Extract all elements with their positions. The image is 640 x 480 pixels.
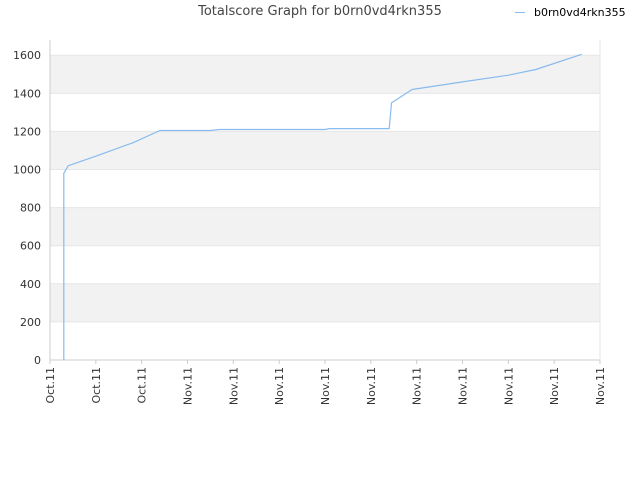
grid-band xyxy=(50,207,600,246)
y-tick-label: 1200 xyxy=(13,125,41,138)
y-tick-label: 1400 xyxy=(13,87,41,100)
grid-band xyxy=(50,55,600,94)
chart-title: Totalscore Graph for b0rn0vd4rkn355 xyxy=(198,4,442,19)
x-tick-label: Nov.11 xyxy=(594,367,607,405)
x-tick-label: Nov.11 xyxy=(502,367,515,405)
x-tick-label: Nov.11 xyxy=(365,367,378,405)
x-tick-label: Nov.11 xyxy=(182,367,195,405)
legend-label: b0rn0vd4rkn355 xyxy=(534,6,626,19)
x-tick-label: Oct.11 xyxy=(136,367,149,404)
y-tick-labels: 0 200 400 600 800 1000 1200 1400 1600 xyxy=(13,49,41,367)
x-tick-label: Nov.11 xyxy=(273,367,286,405)
axes xyxy=(49,40,601,364)
legend-swatch xyxy=(515,12,525,13)
legend: b0rn0vd4rkn355 xyxy=(515,6,626,19)
y-tick-label: 800 xyxy=(20,202,41,215)
grid-bands xyxy=(50,55,600,322)
grid-band xyxy=(50,131,600,170)
x-tick-label: Nov.11 xyxy=(548,367,561,405)
x-tick-label: Oct.11 xyxy=(90,367,103,404)
series-lines xyxy=(63,53,582,360)
y-tick-label: 1600 xyxy=(13,49,41,62)
y-tick-label: 600 xyxy=(20,240,41,253)
y-tick-label: 400 xyxy=(20,278,41,291)
x-tick-label: Nov.11 xyxy=(227,367,240,405)
y-tick-label: 200 xyxy=(20,316,41,329)
x-tick-label: Oct.11 xyxy=(44,367,57,404)
grid-band xyxy=(50,283,600,322)
y-tick-label: 0 xyxy=(34,354,41,367)
y-tick-label: 1000 xyxy=(13,164,41,177)
x-tick-label: Nov.11 xyxy=(411,367,424,405)
series-line-b0rn0vd4rkn355 xyxy=(63,53,582,360)
x-tick-labels: Oct.11 Oct.11 Oct.11 Nov.11 Nov.11 Nov.11 Nov.… xyxy=(44,367,607,405)
x-tick-label: Nov.11 xyxy=(319,367,332,405)
x-tick-label: Nov.11 xyxy=(457,367,470,405)
